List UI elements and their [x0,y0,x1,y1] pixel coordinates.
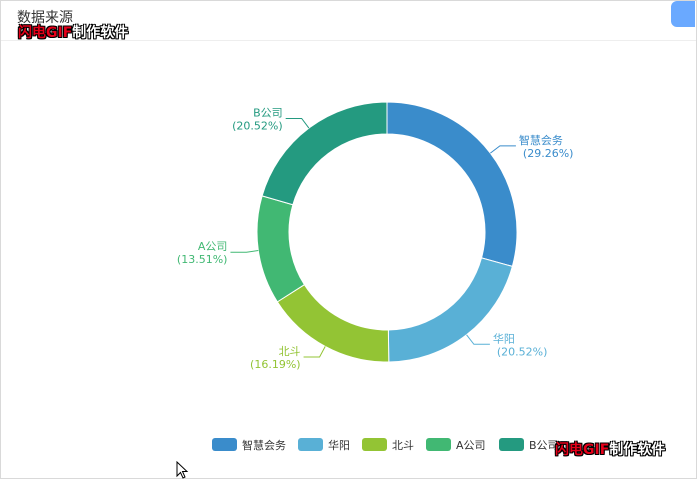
panel-title: 数据来源 [17,10,73,26]
legend-swatch-0[interactable] [212,438,237,451]
legend-label-0[interactable]: 智慧会务 [242,438,286,452]
watermark-bottom-suffix: 制作软件 [609,442,666,458]
legend-label-2[interactable]: 北斗 [392,439,414,452]
slice-label-percent-0: (29.26%) [523,147,574,160]
slice-label-percent-3: (13.51%) [177,253,228,266]
legend-label-4[interactable]: B公司 [529,439,559,452]
slice-label-percent-2: (16.19%) [250,358,301,371]
watermark-top: 闪电GIF制作软件 [18,22,128,42]
legend-swatch-2[interactable] [362,438,387,451]
slice-label-name-1: 华阳 [493,331,515,345]
legend-swatch-1[interactable] [298,438,323,451]
slice-4[interactable] [261,101,388,206]
slices-layer [256,101,518,363]
slice-label-name-3: A公司 [198,240,228,253]
legend-swatch-4[interactable] [499,438,524,451]
leader-line-4 [285,117,310,129]
slice-0[interactable] [386,101,518,267]
slice-1[interactable] [387,257,513,363]
legend-swatch-3[interactable] [426,438,451,451]
slice-label-percent-4: (20.52%) [232,119,283,132]
slice-label-name-4: B公司 [253,106,283,119]
legend-label-3[interactable]: A公司 [456,439,486,452]
leader-line-3 [230,250,259,253]
watermark-top-suffix: 制作软件 [72,25,129,41]
legend: 智慧会务 华阳 北斗 A公司 B公司 [212,438,559,452]
watermark-bottom-brand: 闪电GIF [555,442,610,458]
corner-tab-button[interactable] [671,1,695,27]
leader-line-0 [490,145,516,154]
legend-label-1[interactable]: 华阳 [328,438,350,452]
labels-layer: 智慧会务(29.26%)华阳(20.52%)北斗(16.19%)A公司(13.5… [177,106,574,370]
panel-header: 数据来源 [1,1,696,41]
slice-label-name-0: 智慧会务 [519,133,563,147]
slice-3[interactable] [256,195,306,303]
mouse-cursor-icon [176,461,189,479]
leader-line-1 [466,334,490,345]
watermark-top-brand: 闪电GIF [18,25,73,41]
slice-label-name-2: 北斗 [279,345,301,358]
slice-label-percent-1: (20.52%) [497,345,548,358]
leader-line-2 [303,346,326,358]
watermark-bottom: 闪电GIF制作软件 [555,439,665,459]
